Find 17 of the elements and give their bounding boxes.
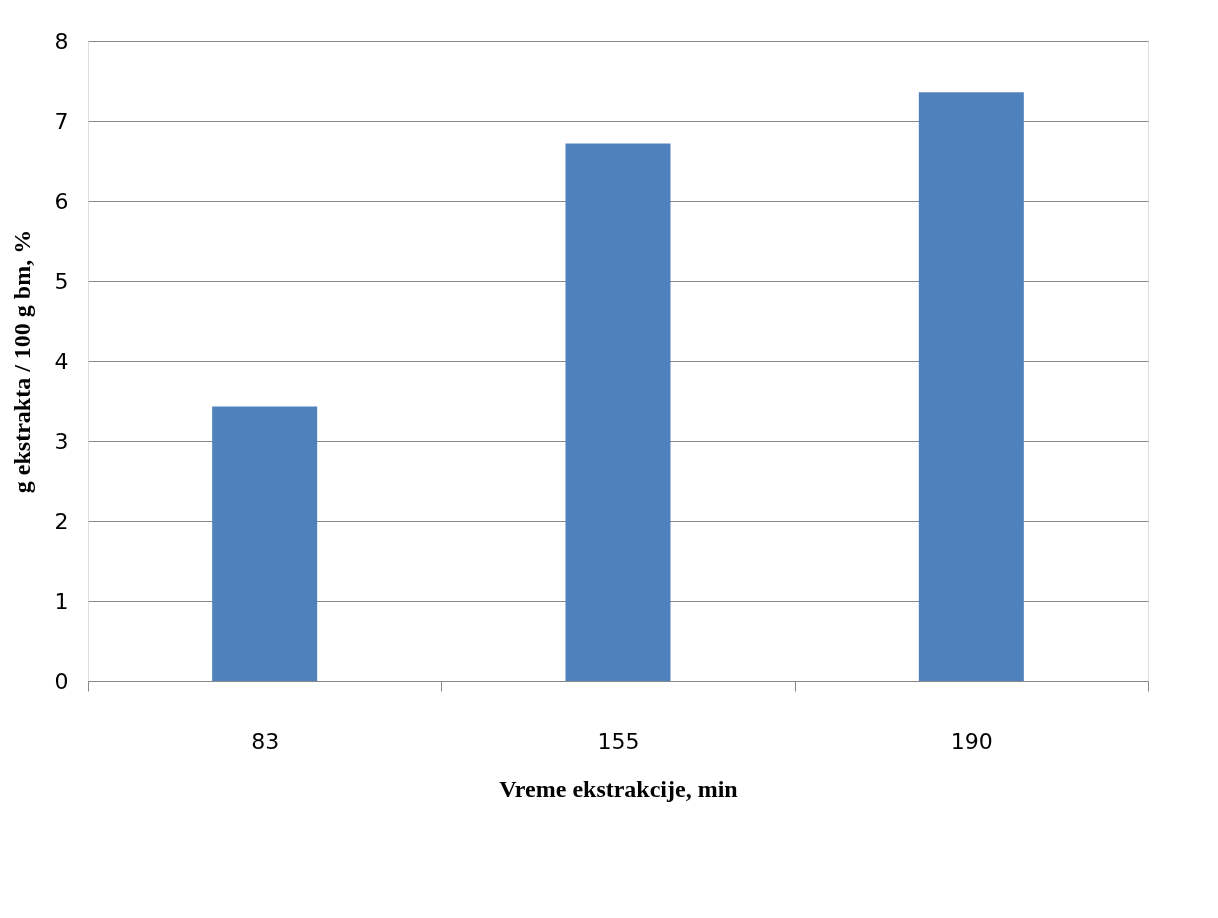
bar (918, 92, 1024, 681)
x-tick-label: 155 (597, 728, 640, 754)
bar (212, 406, 318, 681)
y-tick-label: 6 (54, 188, 69, 214)
x-tick-label: 190 (950, 728, 993, 754)
bar (565, 143, 671, 681)
y-axis-title: g ekstrakta / 100 g bm, % (8, 229, 35, 494)
y-tick-label: 1 (54, 588, 69, 614)
y-tick-label: 0 (54, 668, 69, 694)
y-tick-label: 7 (54, 108, 69, 134)
y-tick-label: 4 (54, 348, 69, 374)
y-tick-label: 5 (54, 268, 69, 294)
y-tick-label: 2 (54, 508, 69, 534)
y-tick-label: 8 (54, 28, 69, 54)
x-tick-label: 83 (251, 728, 280, 754)
y-tick-label: 3 (54, 428, 69, 454)
x-axis-title: Vreme ekstrakcije, min (499, 775, 738, 802)
